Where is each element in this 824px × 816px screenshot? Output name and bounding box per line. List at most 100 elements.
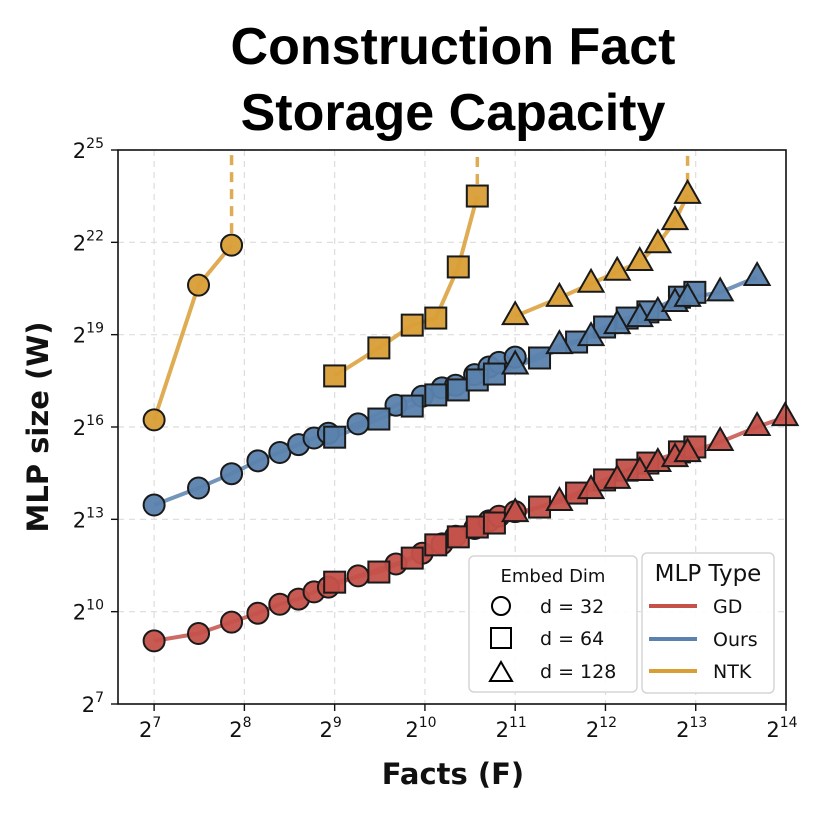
legend-type-title: MLP Type bbox=[655, 561, 762, 587]
legend-embed-dim: Embed Dim d = 32 d = 64 d = 128 bbox=[468, 555, 638, 693]
x-tick-exponent: 9 bbox=[333, 715, 342, 731]
point-ours-d64 bbox=[400, 394, 424, 418]
x-tick-label: 211 bbox=[496, 715, 527, 742]
x-tick-label: 210 bbox=[405, 715, 436, 742]
y-tick-base: 2 bbox=[73, 231, 86, 255]
point-ours-d128 bbox=[576, 321, 606, 347]
legend-gd-label: GD bbox=[713, 596, 742, 618]
x-tick-exponent: 13 bbox=[690, 715, 708, 731]
point-gd-d128 bbox=[545, 485, 574, 512]
legend-type-box bbox=[641, 552, 775, 694]
chart-title-line-2: Storage Capacity bbox=[241, 84, 666, 142]
y-tick-base: 2 bbox=[73, 601, 86, 625]
point-ours-d64 bbox=[323, 425, 347, 449]
x-tick-base: 2 bbox=[405, 718, 418, 742]
point-ntk-d32 bbox=[220, 233, 244, 257]
point-gd-d128 bbox=[705, 426, 735, 452]
x-tick-label: 29 bbox=[320, 715, 342, 742]
legend-mlp-type: MLP Type GD Ours NTK bbox=[641, 552, 775, 694]
point-ours-d128 bbox=[673, 281, 702, 307]
point-ntk-d32 bbox=[142, 408, 166, 432]
y-tick-exponent: 7 bbox=[95, 690, 104, 706]
chart-title-line-1: Construction Fact bbox=[231, 18, 676, 76]
x-tick-exponent: 10 bbox=[419, 715, 437, 731]
point-gd-d64 bbox=[323, 570, 347, 594]
point-gd-d64 bbox=[400, 546, 424, 570]
point-ours-d32 bbox=[142, 493, 166, 517]
legend-triangle-icon bbox=[488, 660, 514, 682]
x-tick-base: 2 bbox=[139, 718, 152, 742]
axis-ticks: 27 28 29 210 211 212 213 2142721021321621922222… bbox=[73, 136, 798, 742]
y-tick-base: 2 bbox=[73, 416, 86, 440]
point-ours-d128 bbox=[705, 276, 735, 302]
x-tick-label: 27 bbox=[139, 715, 161, 742]
x-tick-label: 214 bbox=[766, 715, 797, 742]
y-tick-exponent: 19 bbox=[86, 321, 104, 337]
x-tick-label: 213 bbox=[676, 715, 707, 742]
y-tick-label: 27 bbox=[82, 690, 104, 717]
x-tick-base: 2 bbox=[320, 718, 333, 742]
x-tick-base: 2 bbox=[676, 718, 689, 742]
y-tick-label: 210 bbox=[73, 598, 104, 625]
y-tick-label: 219 bbox=[73, 321, 104, 348]
point-ntk-d128 bbox=[673, 178, 702, 204]
y-tick-label: 216 bbox=[73, 413, 104, 440]
x-tick-exponent: 7 bbox=[152, 715, 161, 731]
y-tick-base: 2 bbox=[73, 139, 86, 163]
x-tick-base: 2 bbox=[766, 718, 779, 742]
point-ours-d64 bbox=[424, 383, 448, 407]
y-tick-base: 2 bbox=[73, 508, 86, 532]
legend-square-icon bbox=[490, 627, 512, 649]
legend-embed-box bbox=[468, 555, 638, 693]
point-ours-d32 bbox=[220, 462, 244, 486]
point-ntk-d64 bbox=[465, 184, 489, 208]
x-tick-base: 2 bbox=[229, 718, 242, 742]
point-ours-d32 bbox=[346, 412, 370, 436]
point-gd-d128 bbox=[742, 410, 772, 436]
point-ntk-d64 bbox=[400, 313, 424, 337]
point-gd-d128 bbox=[770, 401, 800, 427]
x-tick-base: 2 bbox=[496, 718, 509, 742]
point-gd-d128 bbox=[602, 463, 632, 489]
series-markers bbox=[142, 178, 800, 653]
point-ntk-d128 bbox=[625, 246, 654, 272]
point-ours-d64 bbox=[446, 378, 470, 402]
y-tick-base: 2 bbox=[82, 693, 95, 717]
point-ours-d64 bbox=[367, 407, 391, 431]
point-ntk-d128 bbox=[576, 267, 606, 293]
point-ours-d64 bbox=[528, 346, 552, 370]
point-ntk-d128 bbox=[602, 255, 632, 281]
point-ntk-d64 bbox=[446, 255, 470, 279]
y-tick-exponent: 10 bbox=[86, 598, 104, 614]
x-tick-label: 212 bbox=[586, 715, 617, 742]
point-gd-d64 bbox=[446, 525, 470, 549]
point-ntk-d128 bbox=[660, 205, 690, 231]
legend-embed-label-64: d = 64 bbox=[540, 628, 604, 650]
point-ntk-d128 bbox=[643, 228, 673, 254]
point-ntk-d64 bbox=[367, 336, 391, 360]
point-gd-d32 bbox=[246, 601, 270, 625]
point-ntk-d32 bbox=[187, 273, 211, 297]
x-tick-label: 28 bbox=[229, 715, 251, 742]
point-ours-d32 bbox=[246, 449, 270, 473]
y-tick-exponent: 13 bbox=[86, 505, 104, 521]
y-tick-exponent: 16 bbox=[86, 413, 104, 429]
point-gd-d64 bbox=[424, 533, 448, 557]
legend-embed-label-32: d = 32 bbox=[540, 596, 604, 618]
x-tick-exponent: 11 bbox=[509, 715, 527, 731]
point-gd-d64 bbox=[367, 560, 391, 584]
point-ntk-d128 bbox=[500, 300, 530, 326]
point-gd-d128 bbox=[576, 474, 606, 500]
x-tick-exponent: 8 bbox=[243, 715, 252, 731]
x-tick-exponent: 14 bbox=[780, 715, 798, 731]
point-ntk-d64 bbox=[323, 364, 347, 388]
point-gd-d64 bbox=[482, 511, 506, 535]
point-ours-d32 bbox=[187, 476, 211, 500]
y-axis-label: MLP size (W) bbox=[21, 321, 55, 532]
series-line-ntk-d32 bbox=[152, 243, 234, 421]
legend-ours-label: Ours bbox=[713, 629, 758, 651]
x-tick-base: 2 bbox=[586, 718, 599, 742]
point-gd-d128 bbox=[500, 497, 530, 523]
y-tick-base: 2 bbox=[73, 324, 86, 348]
